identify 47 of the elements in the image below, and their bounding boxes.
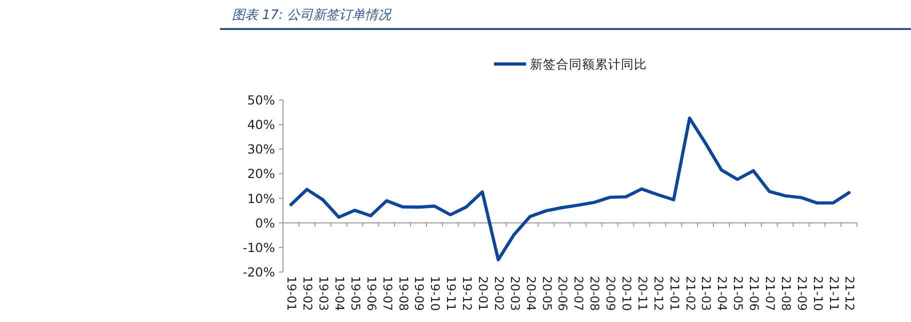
x-tick-label: 20-03	[508, 276, 522, 311]
x-tick-label: 20-04	[524, 276, 538, 311]
x-tick-label: 19-10	[428, 276, 442, 311]
legend-label: 新签合同额累计同比	[530, 56, 647, 72]
x-tick-label: 20-08	[588, 276, 602, 311]
x-tick-label: 20-06	[556, 276, 570, 311]
x-tick-label: 19-07	[380, 276, 394, 311]
x-tick-label: 21-06	[747, 276, 762, 311]
x-tick-label: 21-12	[842, 276, 857, 311]
x-tick-label: 21-04	[715, 276, 730, 311]
x-tick-label: 21-02	[683, 276, 698, 311]
x-tick-label: 20-11	[635, 276, 650, 311]
y-tick-label: 30%	[247, 142, 276, 157]
x-tick-label: 21-10	[810, 276, 825, 311]
x-tick-label: 20-05	[540, 276, 554, 311]
x-tick-label: 21-05	[731, 276, 746, 311]
y-tick-label: 50%	[247, 92, 276, 108]
y-tick-label: 10%	[247, 190, 276, 206]
x-tick-label: 21-07	[763, 276, 778, 311]
x-tick-label: 20-02	[492, 276, 506, 311]
x-tick-label: 21-01	[667, 276, 682, 311]
x-tick-label: 19-12	[460, 276, 474, 311]
x-tick-label: 21-09	[794, 276, 809, 311]
y-tick-label: 0%	[255, 215, 276, 230]
y-tick-label: -10%	[242, 240, 276, 255]
line-series	[289, 116, 851, 262]
x-tick-label: 20-12	[651, 276, 666, 311]
y-tick-label: 40%	[247, 117, 276, 132]
x-tick-label: 19-09	[412, 276, 426, 311]
x-tick-label: 21-03	[699, 276, 714, 311]
chart-title: 图表 17: 公司新签订单情况	[232, 8, 392, 23]
x-tick-label: 19-02	[300, 276, 315, 311]
x-tick-label: 19-08	[396, 276, 410, 311]
x-tick-label: 19-04	[332, 276, 347, 311]
x-tick-label: 21-08	[778, 276, 793, 311]
x-tick-label: 21-11	[826, 276, 841, 311]
x-tick-label: 19-06	[364, 276, 378, 311]
x-tick-label: 19-03	[316, 276, 331, 311]
y-tick-label: -20%	[242, 264, 276, 280]
x-tick-label: 19-11	[444, 276, 458, 311]
x-tick-label: 20-10	[620, 276, 634, 311]
x-tick-label: 19-01	[284, 276, 299, 311]
x-tick-label: 19-05	[348, 276, 362, 311]
y-tick-label: 20%	[247, 166, 276, 182]
x-tick-label: 20-09	[604, 276, 618, 311]
x-tick-label: 20-07	[572, 276, 586, 311]
x-tick-label: 20-01	[476, 276, 490, 311]
